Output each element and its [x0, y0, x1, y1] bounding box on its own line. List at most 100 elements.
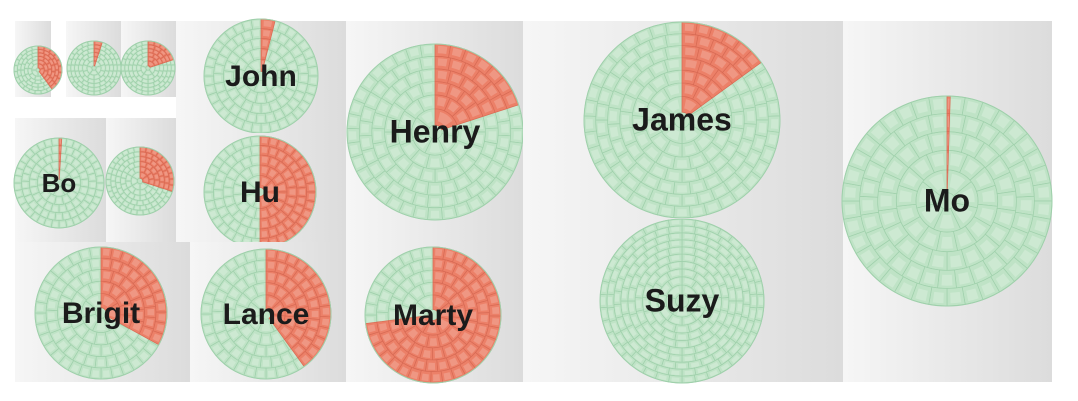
cell-shade — [138, 211, 142, 215]
cell-shade — [105, 77, 110, 82]
highlight-shade — [47, 64, 52, 69]
cell-shade — [763, 149, 774, 161]
cell-shade — [127, 77, 132, 82]
highlight-shade — [294, 272, 304, 282]
cell-shade — [597, 162, 609, 175]
cell-shade — [105, 49, 111, 54]
cell-shade — [27, 85, 32, 89]
cell-shade — [116, 177, 120, 182]
cell-shade — [601, 58, 614, 71]
panel-label: Henry — [390, 113, 481, 149]
cell-shade — [112, 72, 117, 77]
highlight-shade — [947, 98, 950, 110]
highlight-shade — [146, 148, 152, 153]
cell-shade — [134, 190, 139, 195]
cell-shade — [118, 197, 124, 203]
cell-shade — [45, 220, 51, 226]
cell-shade — [694, 308, 703, 318]
cell-shade — [22, 81, 27, 86]
cell-shade — [204, 294, 212, 303]
highlight-shade — [140, 167, 145, 172]
highlight-shade — [170, 180, 174, 184]
cell-shade — [227, 40, 236, 49]
highlight-shade — [274, 175, 283, 184]
cell-shade — [284, 53, 293, 62]
cell-shade — [932, 98, 944, 111]
highlight-shade — [165, 177, 169, 182]
highlight-shade — [261, 198, 269, 207]
highlight-shade — [725, 50, 738, 62]
highlight-shade — [261, 177, 269, 186]
highlight-shade — [102, 259, 110, 268]
panel-suzy: Suzy — [523, 218, 843, 384]
cell-shade — [282, 354, 292, 363]
cell-shade — [150, 189, 156, 195]
highlight-shade — [129, 271, 139, 281]
cell-shade — [52, 162, 58, 169]
cell-shade — [32, 83, 37, 87]
cell-shade — [219, 109, 228, 118]
cell-shade — [454, 143, 467, 156]
cell-shade — [70, 337, 81, 347]
cell-shade — [133, 66, 136, 70]
cell-shade — [136, 46, 142, 51]
cell-shade — [19, 59, 23, 64]
cell-shade — [237, 60, 246, 69]
cell-shade — [652, 166, 665, 177]
cell-shade — [103, 370, 110, 378]
cell-shade — [404, 296, 415, 306]
cell-shade — [658, 296, 665, 306]
highlight-shade — [308, 346, 318, 357]
cell-shade — [142, 79, 147, 83]
cell-shade — [223, 341, 234, 351]
highlight-shade — [131, 258, 141, 268]
highlight-shade — [481, 101, 493, 113]
highlight-shade — [152, 150, 157, 155]
cell-shade — [308, 86, 316, 94]
highlight-shade — [141, 162, 146, 167]
cell-shade — [743, 94, 753, 106]
cell-shade — [262, 359, 270, 367]
cell-shade — [932, 291, 944, 304]
cell-shade — [114, 54, 119, 59]
cell-shade — [96, 67, 101, 73]
cell-shade — [126, 49, 132, 54]
cell-shade — [15, 60, 19, 65]
cell-shade — [77, 194, 85, 201]
cell-shade — [16, 191, 22, 197]
cell-shade — [134, 167, 139, 172]
cell-shade — [349, 144, 359, 155]
cell-shade — [84, 60, 89, 65]
cell-shade — [373, 131, 382, 141]
cell-shade — [844, 204, 857, 216]
disc-outline — [200, 248, 332, 380]
cell-shade — [131, 82, 137, 87]
cell-shade — [209, 210, 217, 218]
cell-shade — [684, 233, 693, 239]
cell-shade — [731, 130, 742, 142]
cell-shade — [416, 208, 426, 218]
cell-shade — [460, 157, 473, 170]
cell-shade — [85, 332, 95, 342]
cell-shade — [146, 204, 152, 209]
highlight-shade — [278, 235, 286, 243]
cell-shade — [129, 187, 134, 192]
highlight-shade — [59, 171, 60, 177]
cell-shade — [123, 54, 128, 59]
cell-shade — [706, 274, 716, 284]
cell-shade — [33, 194, 41, 201]
cell-shade — [758, 296, 763, 306]
highlight-shade — [141, 287, 151, 297]
cell-shade — [300, 65, 307, 73]
highlight-shade — [489, 328, 498, 337]
highlight-shade — [306, 202, 314, 209]
cell-shade — [79, 214, 87, 221]
cell-shade — [102, 65, 105, 71]
cell-shade — [609, 126, 619, 138]
cell-shade — [77, 165, 85, 172]
highlight-shade — [277, 275, 286, 284]
cell-shade — [444, 196, 455, 206]
cell-shade — [143, 200, 149, 205]
cell-shade — [141, 196, 146, 200]
highlight-shade — [449, 357, 459, 367]
